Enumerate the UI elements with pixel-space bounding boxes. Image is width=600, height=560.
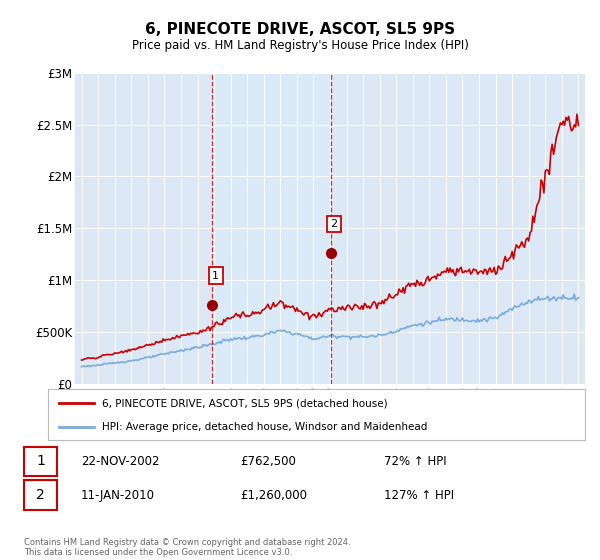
Text: £762,500: £762,500 — [240, 455, 296, 468]
Text: £1,260,000: £1,260,000 — [240, 488, 307, 502]
Text: Price paid vs. HM Land Registry's House Price Index (HPI): Price paid vs. HM Land Registry's House … — [131, 39, 469, 52]
Text: 1: 1 — [36, 455, 45, 468]
Text: 6, PINECOTE DRIVE, ASCOT, SL5 9PS: 6, PINECOTE DRIVE, ASCOT, SL5 9PS — [145, 22, 455, 38]
Text: 2: 2 — [36, 488, 45, 502]
Text: 72% ↑ HPI: 72% ↑ HPI — [384, 455, 446, 468]
Text: 6, PINECOTE DRIVE, ASCOT, SL5 9PS (detached house): 6, PINECOTE DRIVE, ASCOT, SL5 9PS (detac… — [102, 398, 388, 408]
Text: 2: 2 — [331, 219, 338, 229]
Text: HPI: Average price, detached house, Windsor and Maidenhead: HPI: Average price, detached house, Wind… — [102, 422, 427, 432]
Text: 11-JAN-2010: 11-JAN-2010 — [81, 488, 155, 502]
Text: 127% ↑ HPI: 127% ↑ HPI — [384, 488, 454, 502]
Text: 22-NOV-2002: 22-NOV-2002 — [81, 455, 160, 468]
Text: Contains HM Land Registry data © Crown copyright and database right 2024.
This d: Contains HM Land Registry data © Crown c… — [24, 538, 350, 557]
Bar — [212, 73, 331, 384]
Text: 1: 1 — [212, 270, 219, 281]
